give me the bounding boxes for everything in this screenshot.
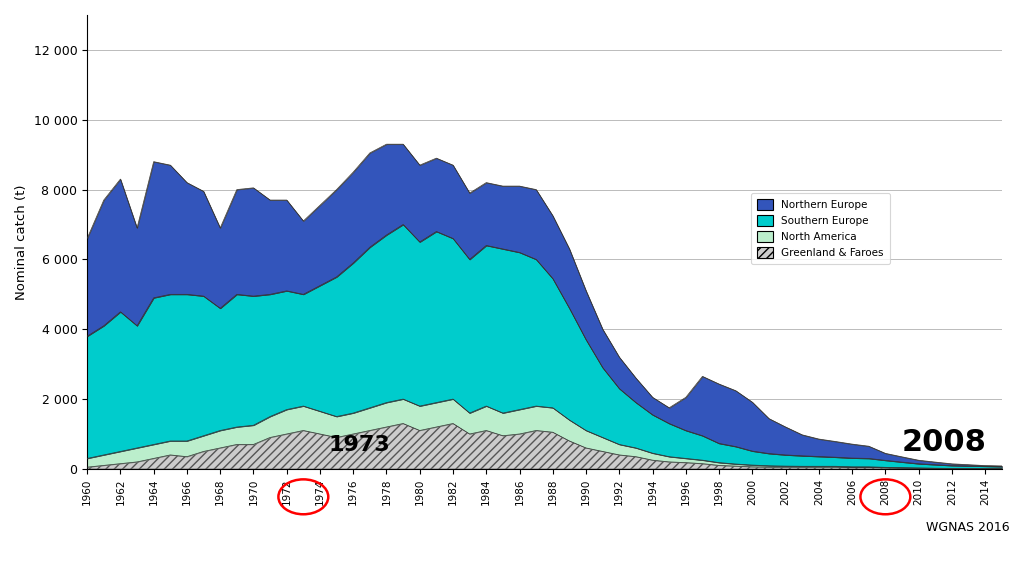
Legend: Northern Europe, Southern Europe, North America, Greenland & Faroes: Northern Europe, Southern Europe, North … <box>751 193 890 264</box>
Y-axis label: Nominal catch (t): Nominal catch (t) <box>15 184 28 299</box>
Text: WGNAS 2016: WGNAS 2016 <box>927 521 1010 534</box>
Text: 1973: 1973 <box>329 436 390 455</box>
Text: 2008: 2008 <box>902 429 987 458</box>
